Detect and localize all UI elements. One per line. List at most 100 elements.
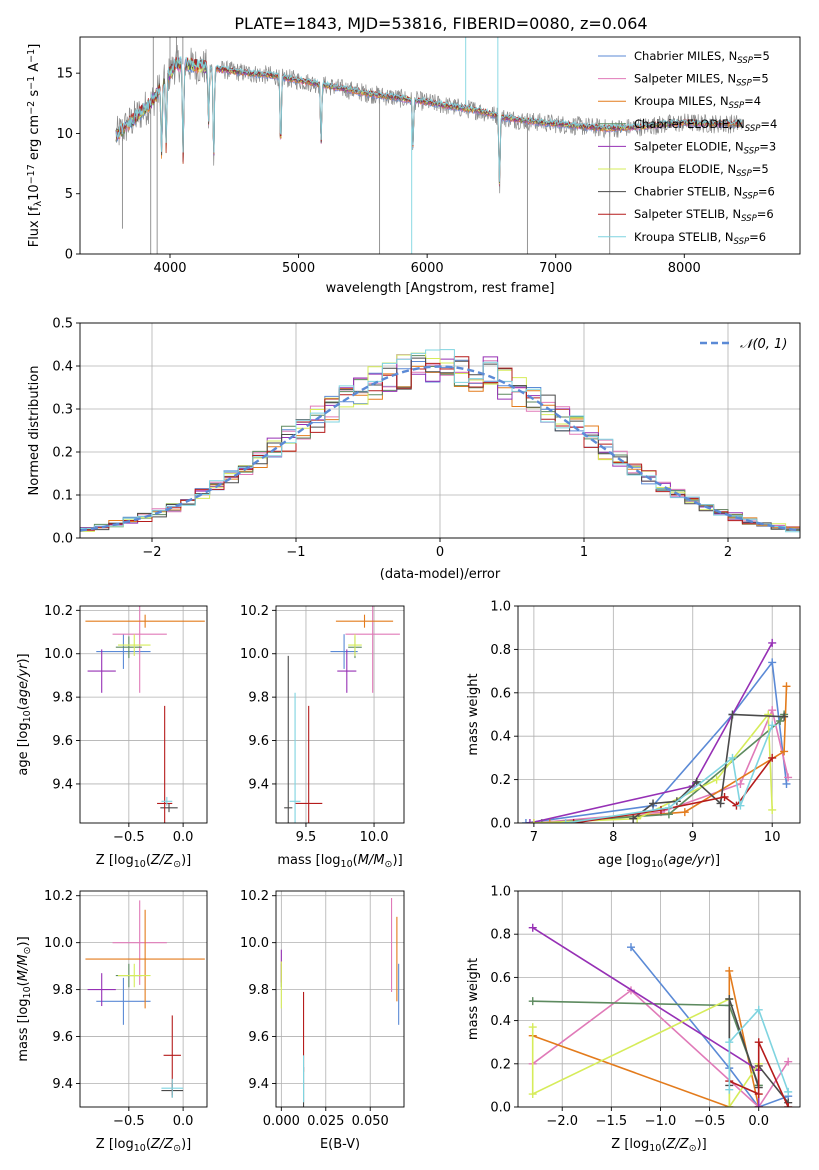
mass-vs-Z-ytick-label-1: 9.6: [52, 1030, 73, 1045]
spectrum-ylabel: Flux [fλ10−17 erg cm−2 s−1 A−1]: [26, 44, 45, 248]
residuals-xtick-label-0: −2: [142, 545, 161, 560]
massweight-vs-age-marker: [720, 792, 729, 801]
residuals-ytick-label-4: 0.4: [52, 360, 73, 375]
age-vs-Z-point-kroupa-stelib: [161, 796, 173, 806]
mass-vs-Z-axes: −0.5 0.0 9.4 9.6 9.8 10.0 10.2: [44, 889, 207, 1129]
massweight-vs-age-ytick-label-5: 1.0: [490, 600, 511, 615]
mass-vs-Z-point-kroupa-elodie: [117, 963, 151, 988]
massweight-vs-Z-marker: [725, 966, 734, 975]
massweight-vs-Z-marker: [784, 1087, 793, 1096]
massweight-vs-age-ytick-label-1: 0.2: [490, 773, 511, 788]
age-vs-Z-xtick-label-1: 0.0: [173, 830, 194, 845]
massweight-vs-Z-frame: [517, 890, 801, 1108]
age-vs-Z-point-kroupa-elodie: [117, 634, 151, 656]
massweight-vs-age-marker: [521, 819, 530, 823]
legend-label-chabrier-miles: Chabrier MILES, NSSP=5: [634, 49, 770, 66]
age-vs-Z-ytick-label-4: 10.2: [44, 604, 73, 619]
mass-vs-EBV-ytick-label-4: 10.2: [240, 889, 269, 904]
massweight-vs-age-marker: [569, 819, 578, 823]
massweight-vs-Z-ytick-label-0: 0.0: [490, 1101, 511, 1116]
massweight-vs-Z-marker: [784, 1057, 793, 1066]
mass-vs-Z-point-salpeter-elodie: [87, 973, 116, 1007]
legend-label-chabrier-elodie: Chabrier ELODIE, NSSP=4: [634, 117, 777, 134]
massweight-vs-Z-marker: [725, 1103, 734, 1107]
spectrum-ytick-label-1: 5: [65, 187, 73, 202]
massweight-vs-age-marker: [768, 706, 777, 715]
legend-label-kroupa-stelib: Kroupa STELIB, NSSP=6: [634, 230, 766, 247]
age-vs-Z-ytick-label-3: 10.0: [44, 647, 73, 662]
massweight-vs-Z-ytick-label-2: 0.4: [490, 1014, 511, 1029]
residuals-ytick-label-5: 0.5: [52, 317, 73, 332]
massweight-vs-Z-xtick-label-1: −1.5: [596, 1114, 628, 1129]
massweight-vs-age-marker: [692, 777, 701, 786]
spectrum-ytick-label-3: 15: [56, 67, 73, 82]
mass-vs-Z-xlabel: Z [log10(Z/Z⊙)]: [96, 1137, 191, 1154]
residual-hist-kroupa-stelib: [80, 349, 800, 533]
massweight-vs-age-marker: [768, 638, 777, 647]
massweight-vs-age-xtick-label-2: 9: [689, 830, 697, 845]
mass-vs-Z-ytick-label-4: 10.2: [44, 889, 73, 904]
mass-vs-EBV-xlabel: E(B-V): [320, 1137, 360, 1152]
residual-hist-kroupa-elodie: [80, 352, 800, 532]
age-vs-mass-point-salpeter-miles: [345, 606, 400, 693]
legend-label-kroupa-elodie: Kroupa ELODIE, NSSP=5: [634, 162, 769, 179]
age-vs-Z-point-salpeter-elodie: [87, 649, 116, 693]
massweight-vs-Z-marker: [754, 1005, 763, 1014]
massweight-vs-age-xtick-label-0: 7: [530, 830, 538, 845]
massweight-vs-Z-ytick-label-1: 0.2: [490, 1057, 511, 1072]
massweight-vs-Z-marker: [784, 1103, 793, 1107]
mass-vs-EBV-frame: [275, 890, 405, 1108]
mass-vs-EBV-xtick-label-0: 0.000: [263, 1114, 300, 1129]
residual-hist-salpeter-elodie: [80, 354, 800, 529]
normal-curve-line: [80, 365, 800, 532]
massweight-vs-Z-series-salpeter-elodie: [528, 923, 763, 1107]
massweight-vs-age-ytick-label-0: 0.0: [490, 817, 511, 832]
age-vs-mass-ytick-label-1: 9.6: [248, 734, 269, 749]
massweight-vs-Z-marker: [725, 1038, 734, 1047]
mass-vs-Z-point-kroupa-miles: [85, 909, 205, 1009]
age-vs-mass-point-salpeter-elodie: [337, 649, 357, 693]
mass-vs-EBV-axes: 0.000 0.025 0.050 9.4 9.6 9.8 10.0 10.2: [240, 889, 404, 1129]
massweight-vs-Z-marker: [528, 1023, 537, 1032]
massweight-vs-Z-xtick-label-0: −2.0: [546, 1114, 578, 1129]
massweight-vs-age-marker: [768, 658, 777, 667]
massweight-vs-Z-xtick-label-3: −0.5: [694, 1114, 726, 1129]
spectrum-legend: Chabrier MILES, NSSP=5 Salpeter MILES, NS…: [598, 49, 777, 246]
mass-vs-Z-frame: [79, 890, 208, 1108]
massweight-vs-Z-series-chabrier-elodie: [528, 997, 763, 1090]
age-vs-Z-axes: −0.5 0.0 9.4 9.6 9.8 10.0 10.2: [44, 604, 207, 845]
age-vs-Z-ytick-label-1: 9.6: [52, 734, 73, 749]
mass-vs-EBV-ytick-label-3: 10.0: [240, 936, 269, 951]
spectrum-frame: [79, 36, 801, 255]
mass-vs-Z-ytick-label-0: 9.4: [52, 1077, 73, 1092]
massweight-vs-age-series-kroupa-stelib: [561, 721, 777, 823]
age-vs-mass-ytick-label-4: 10.2: [240, 604, 269, 619]
age-vs-Z-point-salpeter-miles: [112, 606, 167, 693]
massweight-vs-age-ylabel: mass weight: [466, 673, 481, 755]
legend-label-salpeter-elodie: Salpeter ELODIE, NSSP=3: [634, 139, 776, 156]
massweight-vs-age-marker: [680, 808, 689, 817]
massweight-vs-age-marker: [629, 814, 638, 823]
age-vs-Z-ytick-label-0: 9.4: [52, 777, 73, 792]
residuals-xtick-label-3: 1: [580, 545, 588, 560]
age-vs-mass-ytick-label-3: 10.0: [240, 647, 269, 662]
massweight-vs-age-ytick-label-4: 0.8: [490, 643, 511, 658]
mass-vs-Z-ytick-label-2: 9.8: [52, 983, 73, 998]
age-vs-Z-point-chabrier-miles: [96, 634, 151, 669]
massweight-vs-Z-marker: [754, 1090, 763, 1099]
spectrum-axes: 4000 5000 6000 7000 8000 0 5 10 15: [56, 67, 700, 276]
massweight-vs-age-marker: [716, 799, 725, 808]
residuals-frame: [79, 322, 801, 539]
massweight-vs-age-xtick-label-1: 8: [609, 830, 617, 845]
age-vs-Z-point-chabrier-elodie: [115, 636, 142, 659]
massweight-vs-Z-ytick-label-3: 0.6: [490, 971, 511, 986]
spectrum-xtick-label-1: 5000: [282, 261, 315, 276]
residuals-ytick-label-2: 0.2: [52, 446, 73, 461]
massweight-vs-Z-series-kroupa-stelib: [725, 1005, 793, 1096]
massweight-vs-age-xlabel: age [log10(age/yr)]: [598, 853, 720, 870]
massweight-vs-age-ytick-label-2: 0.4: [490, 730, 511, 745]
residuals-ytick-label-1: 0.1: [52, 489, 73, 504]
age-vs-Z-xtick-label-0: −0.5: [113, 830, 145, 845]
figure-title: PLATE=1843, MJD=53816, FIBERID=0080, z=0…: [234, 14, 647, 33]
spectrum-xtick-label-2: 6000: [411, 261, 444, 276]
